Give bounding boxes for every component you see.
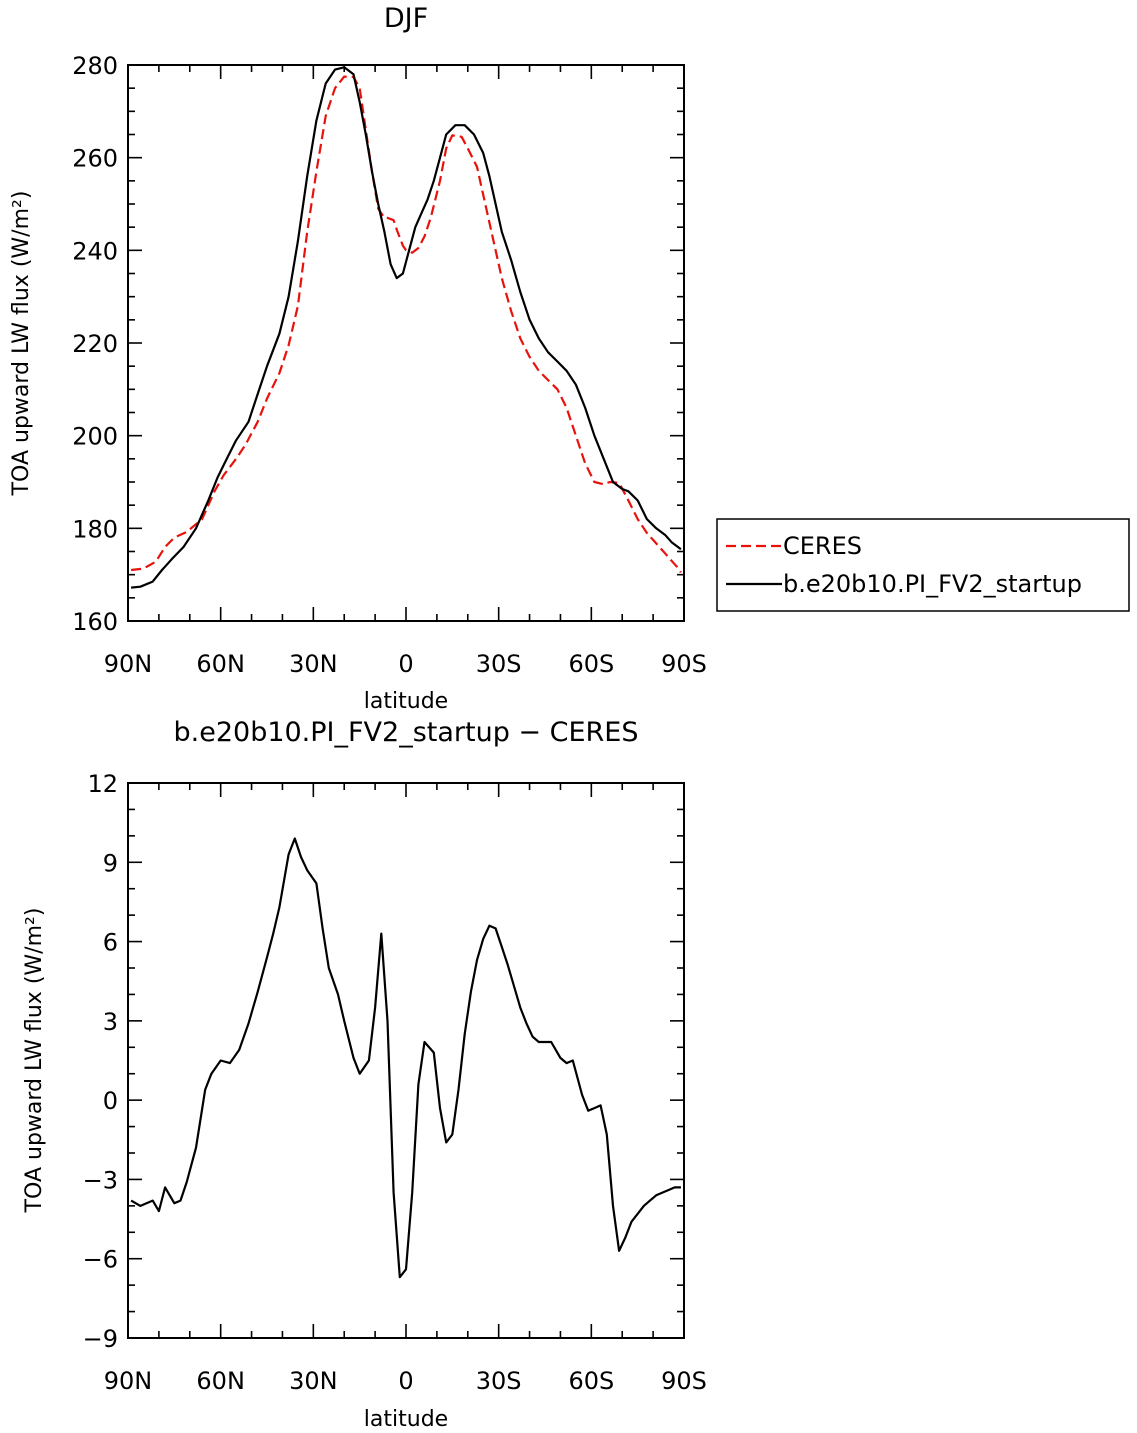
top-chart-title: DJF: [384, 3, 428, 34]
legend-label-model: b.e20b10.PI_FV2_startup: [783, 570, 1082, 598]
bot-x-tick-label: 60S: [568, 1367, 614, 1395]
bottom-panel: b.e20b10.PI_FV2_startup − CERES 90N 60N 30…: [22, 717, 707, 1432]
top-y-tick-labels: 160 180 200 220 240 260 280: [72, 52, 118, 636]
bottom-series-lines: [130, 837, 681, 1279]
bot-x-tick-label: 30S: [476, 1367, 522, 1395]
top-x-tick-label: 60S: [568, 650, 614, 678]
top-x-tick-label: 90S: [661, 650, 707, 678]
bot-y-tick-label: 6: [103, 929, 118, 957]
top-x-tick-label: 30S: [476, 650, 522, 678]
legend-label-ceres: CERES: [783, 532, 862, 560]
top-x-tick-labels: 90N 60N 30N 0 30S 60S 90S: [104, 650, 707, 678]
bottom-plot-frame: [127, 782, 685, 1339]
top-x-tick-label: 30N: [289, 650, 338, 678]
top-y-tick-label: 220: [72, 330, 118, 358]
legend-box: [716, 518, 1130, 612]
top-plot-frame: [127, 64, 685, 622]
bot-y-tick-label: 9: [103, 849, 118, 877]
top-series-line-b-e20b10-pi-fv2-startup: [130, 66, 682, 589]
bot-x-tick-label: 30N: [289, 1367, 338, 1395]
bot-x-tick-label: 0: [398, 1367, 413, 1395]
bot-y-tick-label: 3: [103, 1008, 118, 1036]
bot-y-tick-label: −9: [83, 1325, 118, 1353]
bottom-chart-title: b.e20b10.PI_FV2_startup − CERES: [174, 717, 639, 748]
bottom-ticks: [127, 782, 685, 1339]
bot-x-tick-label: 60N: [196, 1367, 245, 1395]
bot-y-tick-label: 12: [87, 770, 118, 798]
top-panel: DJF 90N 60N 30N 0 30S 60S 90S 160 180 200 220 240 2…: [9, 3, 707, 714]
top-x-tick-label: 90N: [104, 650, 153, 678]
top-series-line-ceres: [130, 75, 682, 574]
top-y-axis-label: TOA upward LW flux (W/m²): [9, 191, 34, 497]
bot-x-tick-label: 90S: [661, 1367, 707, 1395]
top-series-lines: [130, 66, 682, 589]
bot-y-tick-label: −6: [83, 1246, 118, 1274]
top-y-tick-label: 280: [72, 52, 118, 80]
bottom-x-axis-label: latitude: [364, 1407, 448, 1432]
top-x-tick-label: 60N: [196, 650, 245, 678]
bottom-y-axis-label: TOA upward LW flux (W/m²): [22, 908, 47, 1214]
top-x-tick-label: 0: [398, 650, 413, 678]
bottom-x-tick-labels: 90N 60N 30N 0 30S 60S 90S: [104, 1367, 707, 1395]
top-y-tick-label: 240: [72, 237, 118, 265]
bot-y-tick-label: 0: [103, 1087, 118, 1115]
bottom-y-tick-labels: −9 −6 −3 0 3 6 9 12: [83, 770, 118, 1353]
bot-x-tick-label: 90N: [104, 1367, 153, 1395]
top-ticks: [127, 64, 685, 622]
bot-y-tick-label: −3: [83, 1166, 118, 1194]
top-y-tick-label: 160: [72, 608, 118, 636]
top-y-tick-label: 180: [72, 515, 118, 543]
top-y-tick-label: 200: [72, 423, 118, 451]
top-x-axis-label: latitude: [364, 689, 448, 714]
bot-series-line-0: [130, 837, 681, 1279]
top-y-tick-label: 260: [72, 145, 118, 173]
legend: CERES b.e20b10.PI_FV2_startup: [716, 518, 1130, 612]
